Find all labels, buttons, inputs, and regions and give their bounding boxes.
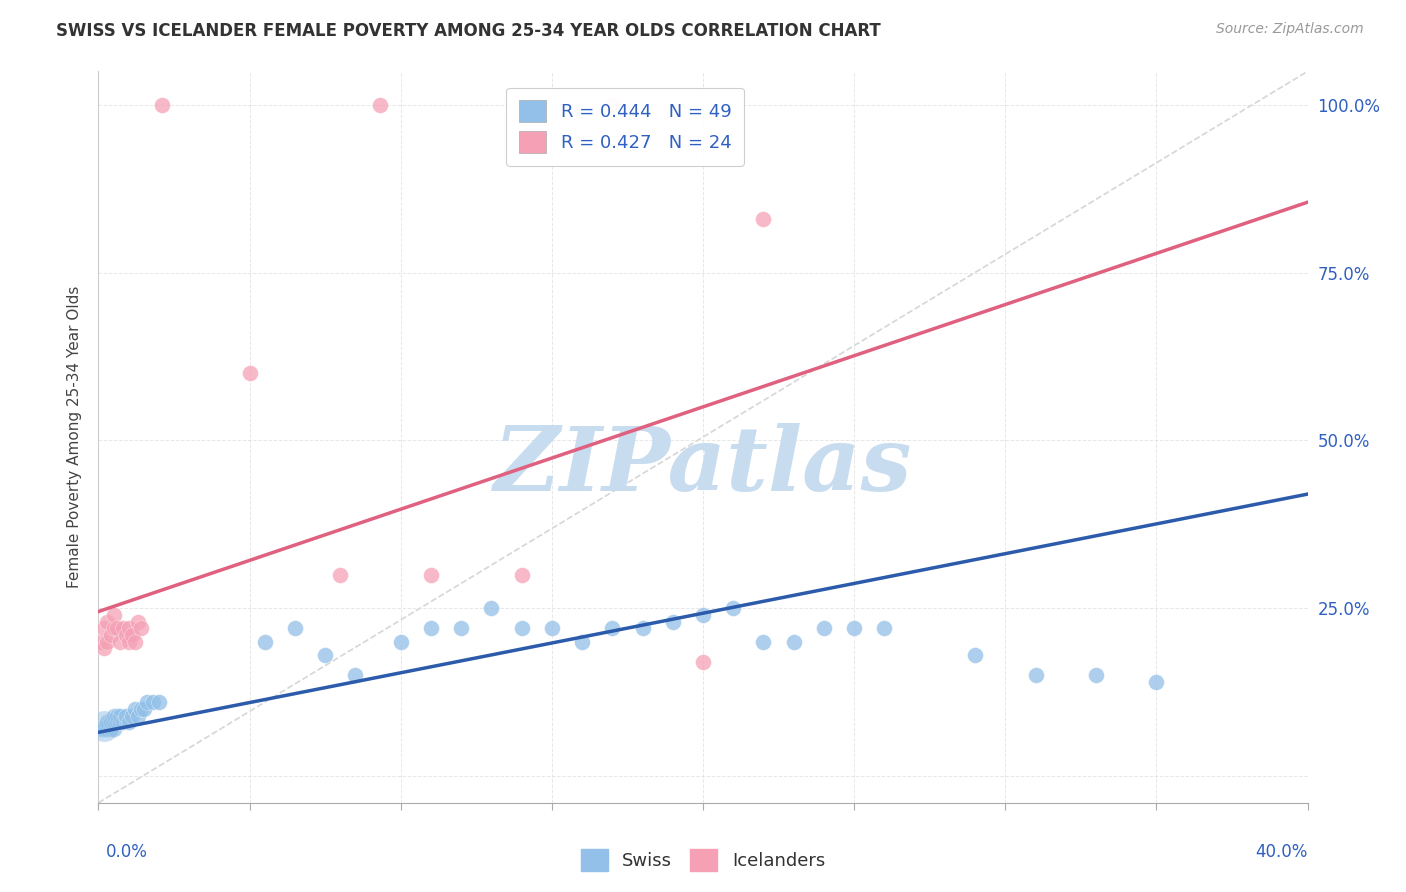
Point bbox=[661, 615, 683, 629]
Point bbox=[813, 621, 835, 635]
Point bbox=[389, 634, 412, 648]
Point bbox=[96, 722, 118, 736]
Point bbox=[783, 634, 806, 648]
Text: SWISS VS ICELANDER FEMALE POVERTY AMONG 25-34 YEAR OLDS CORRELATION CHART: SWISS VS ICELANDER FEMALE POVERTY AMONG … bbox=[56, 22, 882, 40]
Point bbox=[329, 567, 352, 582]
Point bbox=[132, 702, 155, 716]
Point bbox=[100, 722, 122, 736]
Point bbox=[420, 567, 443, 582]
Point bbox=[118, 621, 141, 635]
Point bbox=[450, 621, 472, 635]
Point bbox=[284, 621, 307, 635]
Point bbox=[93, 621, 115, 635]
Point bbox=[314, 648, 336, 662]
Point bbox=[121, 708, 143, 723]
Point bbox=[602, 98, 624, 112]
Point bbox=[108, 715, 131, 730]
Point bbox=[114, 708, 136, 723]
Point bbox=[103, 715, 125, 730]
Point bbox=[844, 621, 866, 635]
Point bbox=[129, 621, 152, 635]
Point bbox=[129, 702, 152, 716]
Point bbox=[571, 634, 593, 648]
Point bbox=[873, 621, 896, 635]
Point bbox=[1144, 675, 1167, 690]
Point bbox=[103, 722, 125, 736]
Point bbox=[118, 715, 141, 730]
Text: Source: ZipAtlas.com: Source: ZipAtlas.com bbox=[1216, 22, 1364, 37]
Point bbox=[692, 655, 714, 669]
Point bbox=[150, 98, 173, 112]
Point bbox=[100, 628, 122, 642]
Point bbox=[118, 634, 141, 648]
Point bbox=[135, 695, 157, 709]
Point bbox=[631, 621, 654, 635]
Point bbox=[253, 634, 276, 648]
Point bbox=[108, 634, 131, 648]
Y-axis label: Female Poverty Among 25-34 Year Olds: Female Poverty Among 25-34 Year Olds bbox=[67, 286, 83, 588]
Point bbox=[965, 648, 987, 662]
Point bbox=[105, 621, 128, 635]
Point bbox=[1085, 668, 1108, 682]
Text: 40.0%: 40.0% bbox=[1256, 843, 1308, 861]
Point bbox=[105, 715, 128, 730]
Point bbox=[124, 634, 146, 648]
Point bbox=[90, 722, 112, 736]
Point bbox=[111, 621, 134, 635]
Point bbox=[148, 695, 170, 709]
Point bbox=[752, 634, 775, 648]
Point bbox=[93, 718, 115, 732]
Point bbox=[540, 621, 562, 635]
Point bbox=[93, 641, 115, 656]
Point bbox=[96, 715, 118, 730]
Point bbox=[105, 708, 128, 723]
Point bbox=[239, 367, 262, 381]
Point bbox=[103, 708, 125, 723]
Point bbox=[602, 621, 624, 635]
Legend: R = 0.444   N = 49, R = 0.427   N = 24: R = 0.444 N = 49, R = 0.427 N = 24 bbox=[506, 87, 744, 166]
Point bbox=[510, 621, 533, 635]
Point bbox=[93, 722, 115, 736]
Point bbox=[111, 715, 134, 730]
Point bbox=[127, 615, 149, 629]
Text: ZIPatlas: ZIPatlas bbox=[495, 423, 911, 509]
Text: 0.0%: 0.0% bbox=[105, 843, 148, 861]
Point bbox=[108, 708, 131, 723]
Point bbox=[90, 634, 112, 648]
Point bbox=[481, 601, 503, 615]
Point bbox=[103, 621, 125, 635]
Legend: Swiss, Icelanders: Swiss, Icelanders bbox=[574, 842, 832, 879]
Point bbox=[114, 628, 136, 642]
Point bbox=[127, 708, 149, 723]
Point bbox=[96, 615, 118, 629]
Point bbox=[368, 98, 391, 112]
Point bbox=[1024, 668, 1046, 682]
Point bbox=[752, 212, 775, 227]
Point bbox=[100, 715, 122, 730]
Point bbox=[124, 702, 146, 716]
Point bbox=[103, 607, 125, 622]
Point bbox=[510, 567, 533, 582]
Point bbox=[344, 668, 367, 682]
Point bbox=[142, 695, 165, 709]
Point bbox=[420, 621, 443, 635]
Point bbox=[121, 628, 143, 642]
Point bbox=[692, 607, 714, 622]
Point bbox=[723, 601, 745, 615]
Point bbox=[96, 634, 118, 648]
